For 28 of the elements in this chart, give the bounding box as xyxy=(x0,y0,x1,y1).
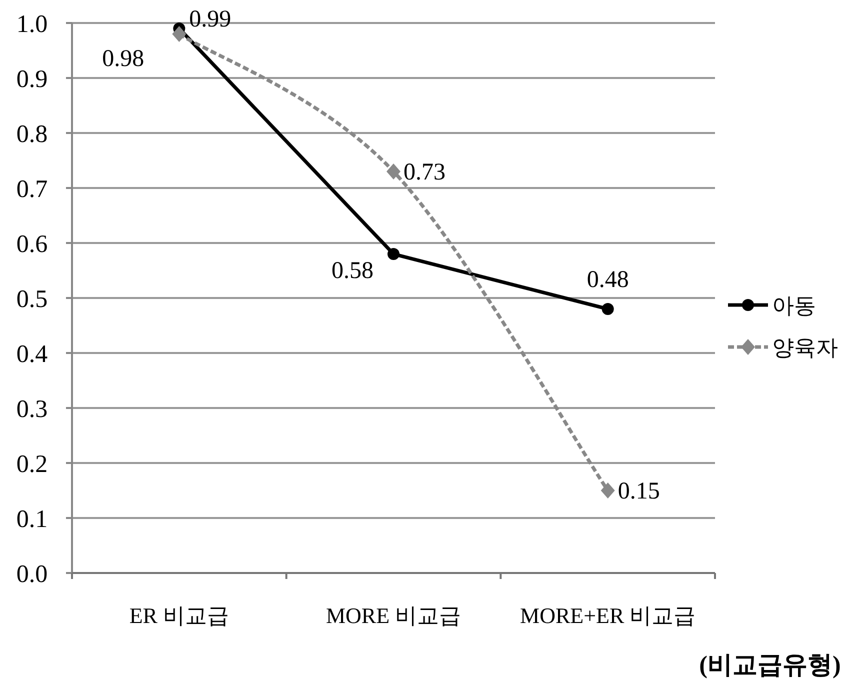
point xyxy=(172,26,186,42)
point xyxy=(600,482,615,498)
text: 0.5 xyxy=(16,286,48,313)
data-label: 0.98 xyxy=(102,46,144,72)
x-tick-label: ER 비교급 xyxy=(129,603,229,628)
data-label: 0.15 xyxy=(618,478,660,504)
legend-label: 양육자 xyxy=(772,335,838,360)
text: 1.0 xyxy=(16,11,48,38)
text: 0.0 xyxy=(16,561,48,588)
data-label: 0.99 xyxy=(189,6,232,32)
point xyxy=(602,303,614,315)
x-tick-label: MORE+ER 비교급 xyxy=(520,603,696,628)
text: 0.8 xyxy=(16,121,48,148)
data-label: 0.58 xyxy=(332,258,374,284)
text: 0.2 xyxy=(16,451,48,478)
text: 0.3 xyxy=(16,396,48,423)
x-axis-title: (비교급유형) xyxy=(699,652,841,679)
text: 0.9 xyxy=(16,66,48,93)
text: 0.1 xyxy=(16,506,48,533)
text: 0.7 xyxy=(16,176,48,203)
point xyxy=(386,164,400,180)
x-tick-label: MORE 비교급 xyxy=(326,603,462,628)
text: 0.4 xyxy=(16,341,48,368)
point xyxy=(388,248,400,260)
data-label: 0.73 xyxy=(404,160,446,186)
data-label: 0.48 xyxy=(586,267,629,293)
legend-label: 아동 xyxy=(772,293,816,318)
text: 0.6 xyxy=(16,231,48,258)
